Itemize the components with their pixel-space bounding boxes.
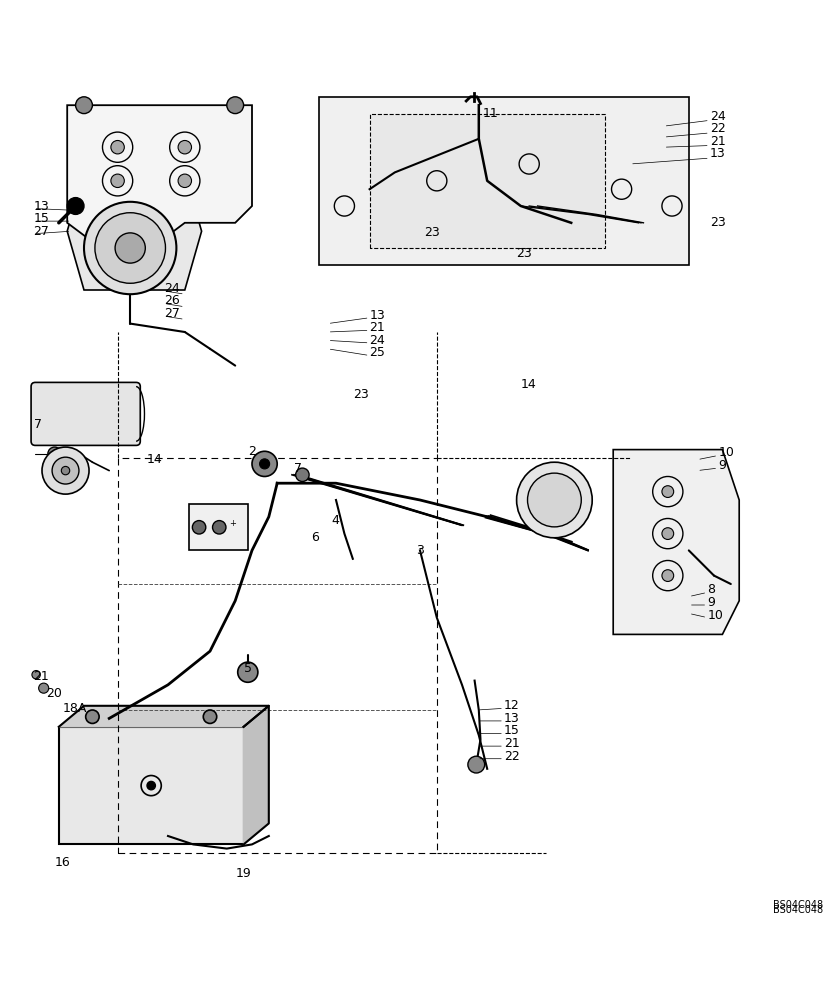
Circle shape [252,451,277,476]
Text: +: + [229,519,236,528]
Text: 4: 4 [332,515,339,528]
Circle shape [61,466,70,475]
Polygon shape [613,450,739,634]
Text: 23: 23 [424,226,440,239]
Text: 10: 10 [707,609,723,622]
FancyBboxPatch shape [31,382,140,445]
Circle shape [39,683,49,693]
Circle shape [147,781,155,790]
Text: 5: 5 [244,662,252,675]
Text: 25: 25 [370,347,386,360]
Text: 15: 15 [34,212,50,225]
Circle shape [192,521,206,534]
Text: 22: 22 [504,750,520,763]
Text: 6: 6 [311,531,318,544]
Polygon shape [319,97,689,265]
Circle shape [178,174,192,188]
Circle shape [52,457,79,484]
Text: 20: 20 [46,687,62,700]
Text: 3: 3 [416,544,423,557]
Text: 24: 24 [164,282,180,295]
Circle shape [178,140,192,154]
Circle shape [238,662,258,682]
Circle shape [32,671,40,679]
Circle shape [95,213,165,283]
Circle shape [48,447,61,461]
Text: 9: 9 [707,596,715,609]
Polygon shape [370,114,605,248]
Text: 7: 7 [34,418,42,431]
Text: 18A: 18A [63,702,87,715]
Text: 21: 21 [34,670,50,683]
Polygon shape [67,172,202,290]
Polygon shape [244,706,269,844]
Text: 24: 24 [370,334,386,347]
Text: 23: 23 [710,216,726,229]
Text: BS04C048: BS04C048 [773,900,823,910]
Text: BS04C048: BS04C048 [773,905,823,915]
Text: 13: 13 [370,309,386,322]
Text: 13: 13 [34,200,50,213]
Circle shape [662,486,674,497]
Circle shape [42,447,89,494]
Circle shape [86,710,99,723]
Text: 22: 22 [710,122,726,135]
Circle shape [203,710,217,723]
Polygon shape [67,105,252,248]
Circle shape [67,198,84,214]
Circle shape [296,468,309,482]
Text: 23: 23 [353,388,369,401]
Text: 21: 21 [710,135,726,148]
Circle shape [213,521,226,534]
Text: 2: 2 [248,445,255,458]
Text: 12: 12 [504,699,520,712]
Text: 23: 23 [517,247,533,260]
Bar [189,504,248,550]
Text: 13: 13 [710,147,726,160]
Text: 24: 24 [710,110,726,123]
Circle shape [662,570,674,581]
Circle shape [111,140,124,154]
Text: 11: 11 [483,107,499,120]
Circle shape [111,174,124,188]
Circle shape [115,233,145,263]
Circle shape [260,459,270,469]
Text: 16: 16 [55,856,71,869]
Bar [59,727,244,844]
Text: 14: 14 [147,453,163,466]
Text: 10: 10 [718,446,734,459]
Circle shape [528,473,581,527]
Text: 9: 9 [718,459,726,472]
Text: 21: 21 [504,737,520,750]
Text: 19: 19 [235,867,251,880]
Circle shape [517,462,592,538]
Circle shape [227,97,244,114]
Text: 27: 27 [34,225,50,238]
Circle shape [662,528,674,539]
Text: 13: 13 [504,712,520,725]
Text: 27: 27 [164,307,180,320]
Text: 15: 15 [504,724,520,738]
Circle shape [84,202,176,294]
Polygon shape [59,706,269,727]
Text: 7: 7 [294,462,302,475]
Circle shape [76,97,92,114]
Text: 8: 8 [707,583,716,596]
Text: 14: 14 [521,378,537,391]
Circle shape [468,756,485,773]
Text: 26: 26 [164,294,180,307]
Text: 21: 21 [370,321,386,334]
